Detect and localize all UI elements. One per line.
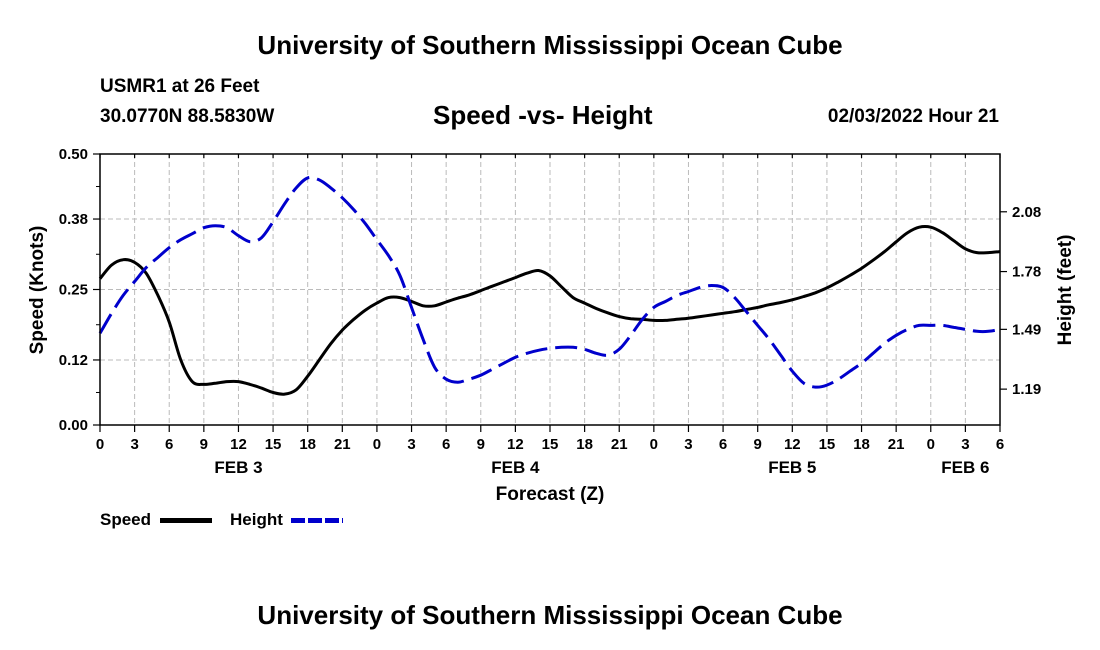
- x-tick-label: 3: [407, 436, 415, 453]
- x-tick-label: 3: [961, 436, 969, 453]
- x-tick-label: 9: [754, 436, 762, 453]
- x-tick-label: 9: [200, 436, 208, 453]
- x-tick-label: 15: [819, 436, 836, 453]
- height-series-line: [98, 175, 1001, 389]
- x-tick-label: 6: [996, 436, 1004, 453]
- x-tick-label: 21: [611, 436, 628, 453]
- legend-speed-swatch: [160, 518, 212, 523]
- left-y-tick-label: 0.38: [59, 211, 88, 228]
- chart-title: Speed -vs- Height: [433, 100, 653, 130]
- legend-speed-label: Speed: [100, 510, 152, 529]
- right-y-tick-label: 2.08: [1012, 204, 1041, 221]
- x-tick-label: 21: [334, 436, 351, 453]
- x-tick-label: 21: [888, 436, 905, 453]
- right-y-tick-label: 1.78: [1012, 264, 1041, 281]
- forecast-datetime: 02/03/2022 Hour 21: [827, 106, 999, 127]
- x-tick-label: 15: [265, 436, 282, 453]
- station-label: USMR1 at 26 Feet: [100, 76, 260, 97]
- x-tick-label: 0: [96, 436, 104, 453]
- x-tick-label: 12: [507, 436, 524, 453]
- speed-height-chart: 0 3 6 9 12 15 18 21 0 3 6 9 12 15 18 21 0 3 6 9 12 15 18 21 0 3 6F…: [27, 146, 1076, 505]
- legend-height-label: Height: [230, 510, 283, 529]
- x-tick-label: 0: [927, 436, 935, 453]
- coordinates-label: 30.0770N 88.5830W: [100, 106, 275, 127]
- x-tick-label: 3: [684, 436, 692, 453]
- footer-title: University of Southern Mississippi Ocean…: [257, 600, 843, 630]
- left-y-tick-label: 0.50: [59, 146, 88, 163]
- day-label: FEB 5: [768, 458, 816, 477]
- x-tick-label: 9: [477, 436, 485, 453]
- speed-series-line: [98, 225, 1001, 396]
- series-lines: [98, 175, 1001, 396]
- right-y-tick-label: 1.49: [1012, 321, 1041, 338]
- legend-height-swatch: [291, 518, 343, 523]
- right-y-tick-label: 1.19: [1012, 381, 1041, 398]
- x-axis-label: Forecast (Z): [496, 484, 605, 505]
- day-label: FEB 6: [941, 458, 989, 477]
- page-title: University of Southern Mississippi Ocean…: [257, 30, 843, 60]
- x-tick-label: 6: [442, 436, 450, 453]
- left-axis-label: Speed (Knots): [27, 226, 48, 355]
- x-tick-label: 15: [542, 436, 559, 453]
- x-tick-label: 12: [230, 436, 247, 453]
- left-y-tick-label: 0.25: [59, 282, 88, 299]
- x-tick-label: 6: [719, 436, 727, 453]
- x-tick-label: 0: [650, 436, 658, 453]
- x-tick-label: 18: [576, 436, 593, 453]
- x-tick-label: 18: [299, 436, 316, 453]
- x-tick-label: 18: [853, 436, 870, 453]
- day-label: FEB 4: [491, 458, 540, 477]
- right-axis-label: Height (feet): [1055, 235, 1076, 346]
- left-y-tick-label: 0.12: [59, 352, 88, 369]
- x-tick-label: 0: [373, 436, 381, 453]
- x-tick-label: 6: [165, 436, 173, 453]
- x-tick-label: 3: [130, 436, 138, 453]
- axes: 0 3 6 9 12 15 18 21 0 3 6 9 12 15 18 21 0 3 6 9 12 15 18 21 0 3 6F…: [59, 146, 1041, 477]
- day-label: FEB 3: [214, 458, 262, 477]
- x-tick-label: 12: [784, 436, 801, 453]
- grid: [100, 154, 1000, 425]
- left-y-tick-label: 0.00: [59, 417, 88, 434]
